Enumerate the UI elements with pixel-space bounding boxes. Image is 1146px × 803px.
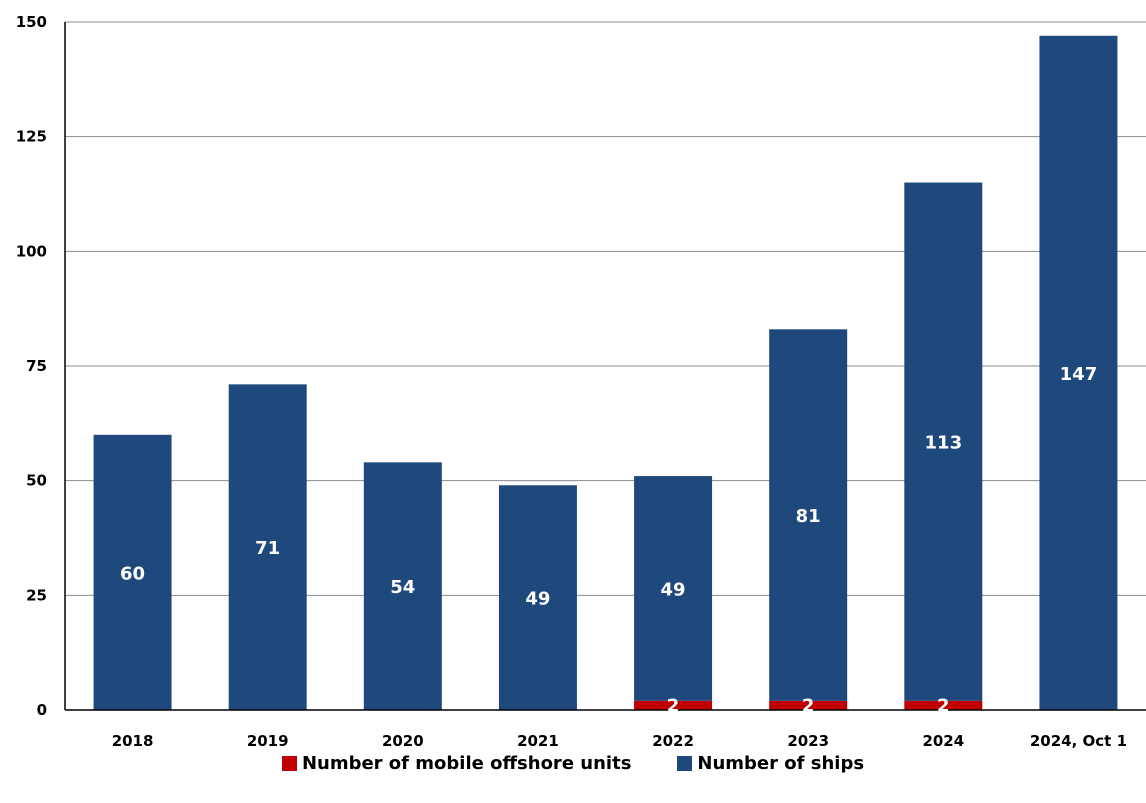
bar-ships-0: [93, 434, 172, 710]
legend-swatch-offshore: [281, 756, 297, 771]
data-label-offshore-5: 2: [802, 695, 815, 716]
y-tick-label-125: 125: [16, 128, 47, 146]
gridlines: [65, 21, 1146, 596]
x-tick-label-5: 2023: [787, 732, 829, 750]
legend-label-ships: Number of ships: [697, 753, 865, 774]
y-tick-label-150: 150: [16, 13, 47, 31]
bar-ships-7: [1039, 35, 1118, 710]
y-tick-label-100: 100: [16, 242, 47, 260]
x-tick-label-6: 2024: [922, 732, 964, 750]
stacked-bar-chart: 0 25 50 75 100 125 150 2018 2019 2020 2021 2022 2023…: [16, 13, 1146, 750]
data-label-ships-3: 49: [525, 589, 550, 610]
bar-ships-1: [228, 384, 307, 710]
legend-label-offshore: Number of mobile offshore units: [301, 753, 632, 774]
bar-ships-5: [769, 329, 848, 701]
axes: 0 25 50 75 100 125 150 2018 2019 2020 2021 2022 2023…: [16, 13, 1146, 750]
data-label-ships-5: 81: [796, 506, 821, 527]
bar-ships-4: [634, 476, 713, 701]
data-label-offshore-6: 2: [937, 695, 950, 716]
data-label-offshore-4: 2: [667, 695, 680, 716]
data-label-ships-1: 71: [255, 538, 280, 559]
bar-offshore-6: [904, 700, 983, 710]
y-tick-label-75: 75: [26, 357, 47, 375]
bar-ships-6: [904, 182, 983, 701]
bars: [93, 35, 1118, 710]
data-label-ships-7: 147: [1060, 364, 1098, 385]
x-tick-label-0: 2018: [112, 732, 154, 750]
bar-offshore-5: [769, 700, 848, 710]
y-tick-label-25: 25: [26, 586, 47, 604]
legend: Number of mobile offshore units Number o…: [0, 753, 1146, 774]
bar-ships-3: [498, 485, 577, 710]
x-tick-label-2: 2020: [382, 732, 424, 750]
x-tick-label-3: 2021: [517, 732, 559, 750]
data-label-ships-2: 54: [390, 577, 415, 598]
bar-offshore-4: [634, 700, 713, 710]
data-label-ships-6: 113: [925, 433, 963, 454]
x-tick-label-4: 2022: [652, 732, 694, 750]
legend-item-offshore: Number of mobile offshore units: [281, 753, 632, 774]
legend-item-ships: Number of ships: [677, 753, 864, 774]
y-tick-label-0: 0: [37, 701, 47, 719]
bar-ships-2: [363, 462, 442, 710]
x-tick-label-1: 2019: [247, 732, 289, 750]
data-label-ships-4: 49: [661, 579, 686, 600]
legend-swatch-ships: [677, 756, 693, 771]
y-tick-label-50: 50: [26, 472, 47, 490]
x-tick-label-7: 2024, Oct 1: [1030, 732, 1127, 750]
data-label-ships-0: 60: [120, 563, 145, 584]
data-labels: 60 71 54 49 2 49 2 81 2 113 147: [120, 364, 1097, 717]
